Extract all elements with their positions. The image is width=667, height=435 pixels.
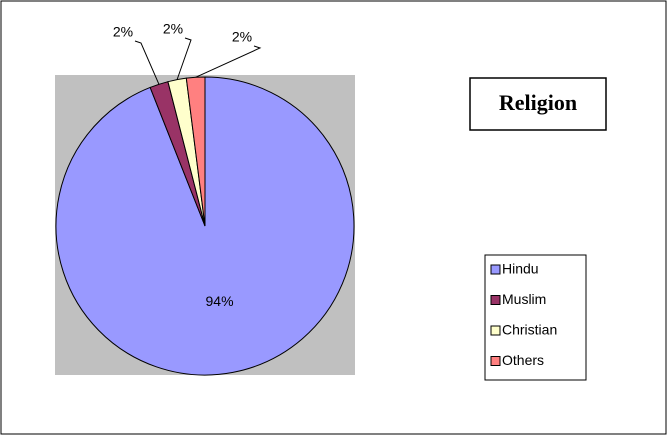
data-label: 2%	[113, 24, 133, 40]
legend-label: Christian	[502, 322, 557, 338]
data-label: 2%	[232, 29, 252, 45]
legend-swatch	[490, 325, 501, 336]
legend-label: Hindu	[502, 261, 539, 277]
legend-swatch	[490, 295, 501, 305]
legend-box	[484, 254, 587, 381]
legend-swatch	[490, 264, 501, 275]
legend-label: Others	[502, 352, 544, 368]
chart-title: Religion	[499, 90, 577, 115]
pie-slice	[185, 76, 206, 227]
leader-line	[195, 45, 262, 78]
leader-line	[134, 40, 160, 85]
data-label: 94%	[206, 293, 234, 309]
data-label: 2%	[163, 21, 183, 37]
title-box	[469, 77, 607, 131]
legend-label: Muslim	[502, 291, 546, 307]
legend-swatch	[490, 356, 501, 366]
leader-line	[176, 37, 192, 80]
